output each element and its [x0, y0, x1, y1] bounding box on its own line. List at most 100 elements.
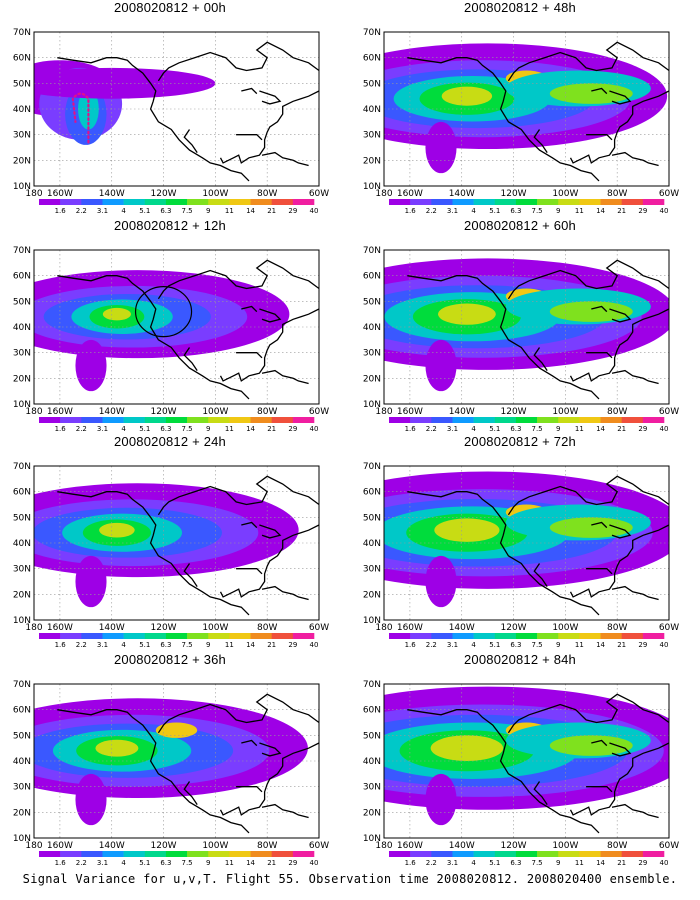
longitude-label: 120W: [501, 841, 527, 851]
colorbar-label: 2.2: [76, 425, 87, 433]
latitude-label: 10N: [363, 834, 381, 844]
latitude-label: 40N: [13, 539, 31, 549]
colorbar-label: 11: [575, 425, 584, 433]
colorbar-label: 14: [596, 425, 605, 433]
longitude-label: 60W: [659, 407, 679, 417]
colorbar-swatch: [229, 417, 251, 423]
panel-title: 2008020812 + 12h: [113, 218, 226, 233]
longitude-label: 80W: [607, 623, 627, 633]
variance-contour: [549, 735, 633, 756]
variance-field: [384, 686, 669, 826]
colorbar-swatch: [431, 851, 453, 857]
panel-title: 2008020812 + 60h: [463, 218, 576, 233]
colorbar-label: 29: [288, 859, 297, 867]
colorbar-label: 14: [596, 207, 605, 215]
colorbar-label: 40: [660, 859, 669, 867]
colorbar-label: 3.1: [97, 425, 108, 433]
colorbar-label: 1.6: [405, 859, 417, 867]
flight-track: [71, 92, 90, 144]
longitude-label: 180: [375, 841, 392, 851]
variance-map: 10N 20N 30N 40N 50N 60N 70N 180 160W 140W 120W 100W…: [13, 462, 329, 649]
colorbar-swatch: [271, 417, 294, 423]
panel-title: 2008020812 + 72h: [463, 434, 576, 449]
variance-contour: [425, 339, 457, 392]
latitude-label: 50N: [363, 731, 381, 741]
graticule: [34, 32, 319, 186]
colorbar-swatch: [187, 199, 209, 205]
colorbar-swatch: [165, 417, 188, 423]
latitude-label: 20N: [13, 374, 31, 384]
latitude-label: 20N: [13, 808, 31, 818]
variance-contour: [155, 722, 198, 738]
colorbar-swatch: [537, 633, 559, 639]
colorbar-swatch: [494, 851, 517, 857]
colorbar-swatch: [579, 417, 601, 423]
colorbar-swatch: [537, 199, 559, 205]
variance-contour: [549, 83, 633, 104]
colorbar-label: 5.1: [489, 641, 500, 649]
colorbar-label: 7.5: [532, 207, 543, 215]
colorbar-label: 3.1: [447, 859, 458, 867]
colorbar-swatch: [642, 199, 665, 205]
latitude-label: 50N: [363, 79, 381, 89]
colorbar-label: 11: [575, 641, 584, 649]
longitude-label: 140W: [99, 841, 125, 851]
colorbar-swatch: [558, 633, 580, 639]
coastline: [57, 259, 319, 400]
latitude-label: 60N: [363, 272, 381, 282]
colorbar-label: 11: [225, 425, 234, 433]
colorbar-label: 40: [310, 207, 319, 215]
colorbar-swatch: [187, 851, 209, 857]
longitude-label: 60W: [659, 623, 679, 633]
colorbar-label: 9: [206, 859, 210, 867]
longitude-label: 120W: [151, 407, 177, 417]
longitude-label: 60W: [309, 841, 329, 851]
variance-contour: [441, 86, 493, 106]
latitude-label: 60N: [13, 706, 31, 716]
variance-map: 10N 20N 30N 40N 50N 60N 70N 180 160W 140W 120W 100W…: [13, 246, 329, 433]
colorbar-label: 1.6: [405, 425, 417, 433]
longitude-label: 60W: [309, 407, 329, 417]
latitude-label: 40N: [13, 323, 31, 333]
colorbar-swatch: [250, 851, 272, 857]
colorbar-swatch: [271, 633, 294, 639]
longitude-label: 140W: [449, 407, 475, 417]
latitude-label: 10N: [363, 182, 381, 192]
latitude-label: 20N: [363, 808, 381, 818]
latitude-label: 70N: [13, 28, 31, 38]
colorbar-label: 14: [246, 425, 255, 433]
longitude-label: 100W: [552, 407, 578, 417]
latitude-label: 60N: [363, 54, 381, 64]
longitude-label: 160W: [397, 407, 423, 417]
colorbar-label: 1.6: [55, 641, 67, 649]
colorbar-label: 4: [121, 641, 126, 649]
longitude-label: 160W: [47, 189, 73, 199]
colorbar-swatch: [473, 633, 496, 639]
colorbar-label: 40: [310, 425, 319, 433]
panel-title: 2008020812 + 36h: [113, 652, 226, 667]
colorbar-swatch: [473, 851, 496, 857]
coastline: [407, 693, 669, 834]
latitude-label: 70N: [13, 680, 31, 690]
longitude-label: 120W: [151, 189, 177, 199]
map-panel: 2008020812 + 60h 10N 20N 30N 40N 50N 60N 70N 180…: [350, 218, 690, 436]
colorbar-label: 21: [617, 425, 626, 433]
colorbar-swatch: [229, 851, 251, 857]
colorbar-swatch: [642, 633, 665, 639]
variance-map: 10N 20N 30N 40N 50N 60N 70N 180 160W 140W 120W 100W…: [13, 680, 329, 867]
coastline: [57, 475, 319, 616]
latitude-label: 70N: [13, 462, 31, 472]
colorbar-label: 6.3: [510, 859, 521, 867]
latitude-label: 10N: [13, 182, 31, 192]
graticule: [384, 466, 669, 620]
colorbar-label: 7.5: [532, 425, 543, 433]
longitude-label: 60W: [659, 841, 679, 851]
latitude-label: 10N: [13, 834, 31, 844]
colorbar-swatch: [60, 633, 82, 639]
colorbar-label: 1.6: [55, 207, 67, 215]
colorbar-swatch: [452, 851, 474, 857]
colorbar-label: 9: [206, 641, 210, 649]
colorbar-swatch: [81, 417, 103, 423]
colorbar-swatch: [558, 417, 580, 423]
variance-contour: [99, 522, 135, 538]
